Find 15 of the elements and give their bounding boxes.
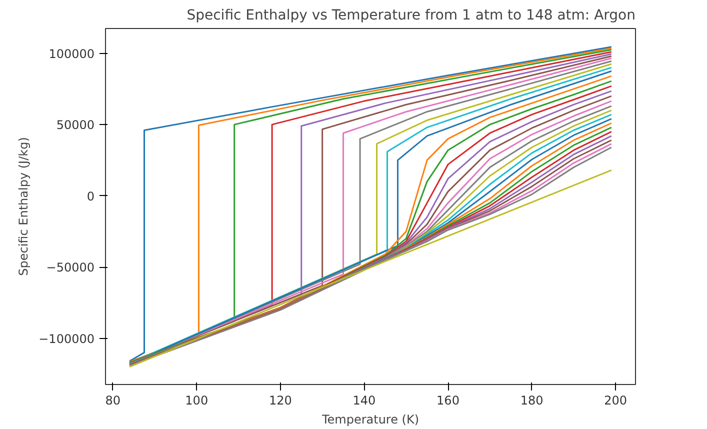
y-tick-label: −100000 (38, 332, 95, 346)
x-tick-label: 80 (105, 394, 120, 408)
x-tick-label: 180 (520, 394, 544, 408)
y-tick-label: 0 (86, 189, 95, 204)
y-axis-title: Specific Enthalpy (J/kg) (16, 137, 31, 276)
x-axis-title: Temperature (K) (320, 412, 420, 426)
y-tick-label: 100000 (48, 46, 95, 61)
x-tick-label: 140 (352, 394, 376, 408)
x-tick-label: 100 (185, 394, 208, 408)
x-tick-label: 160 (436, 394, 460, 408)
y-tick-label: −50000 (46, 260, 95, 275)
y-tick-label: 50000 (56, 118, 95, 132)
x-tick-label: 120 (268, 394, 292, 408)
chart-title: Specific Enthalpy vs Temperature from 1 atm to 148 atm: Argon (186, 8, 636, 24)
x-tick-label: 200 (604, 394, 628, 408)
